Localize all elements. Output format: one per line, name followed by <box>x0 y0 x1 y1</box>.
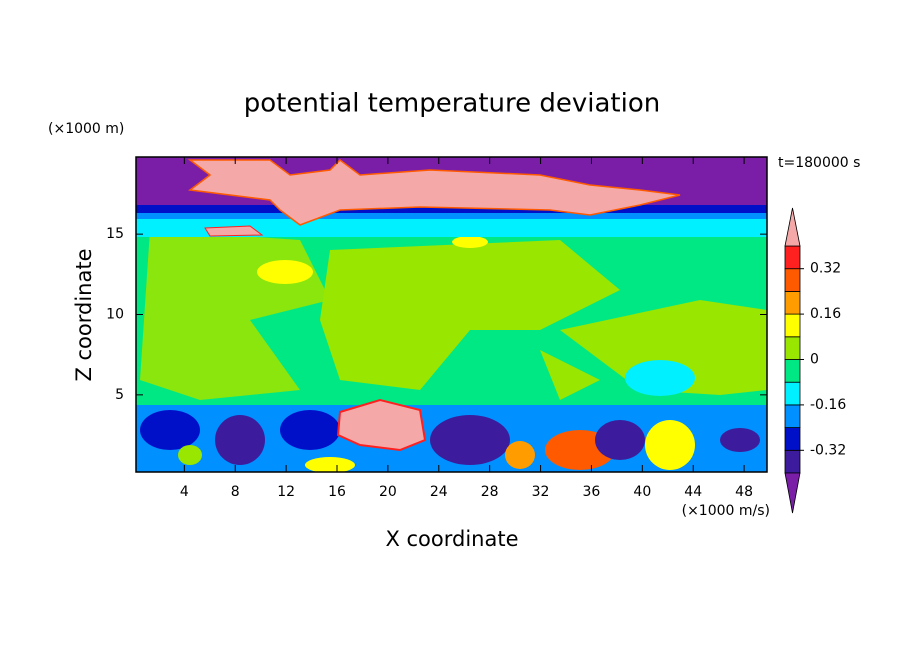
colorbar-box <box>784 381 801 406</box>
colorbar-box <box>784 268 801 292</box>
x-tick-label: 8 <box>231 484 240 500</box>
y-tick-label: 10 <box>106 307 124 323</box>
y-tick-label: 5 <box>115 387 124 403</box>
colorbar-over <box>784 207 801 247</box>
x-tick-label: 24 <box>430 484 448 500</box>
y-tick-label: 15 <box>106 226 124 242</box>
x-tick-label: 48 <box>735 484 753 500</box>
y-unit: (×1000 m) <box>48 121 124 137</box>
colorbar-box <box>784 449 801 474</box>
colorbar-box <box>784 245 801 270</box>
colorbar-tick-label: -0.16 <box>810 397 846 413</box>
annotation: t=180000 s <box>778 155 860 171</box>
x-tick-label: 32 <box>532 484 550 500</box>
colorbar-tick-label: 0 <box>810 352 819 368</box>
colorbar-tick-label: -0.32 <box>810 442 846 458</box>
colorbar-tick-label: 0.16 <box>810 306 841 322</box>
x-tick-label: 20 <box>379 484 397 500</box>
colorbar-box <box>784 313 801 338</box>
colorbar-under <box>784 472 801 514</box>
colorbar-tick-label: 0.32 <box>810 261 841 277</box>
x-tick-label: 40 <box>633 484 651 500</box>
colorbar-box <box>784 359 801 383</box>
colorbar-box <box>784 427 801 451</box>
colorbar-box <box>784 404 801 428</box>
colorbar-box <box>784 336 801 360</box>
x-tick-label: 4 <box>180 484 189 500</box>
x-tick-label: 12 <box>277 484 295 500</box>
y-axis-label: Z coordinate <box>72 248 96 381</box>
x-tick-label: 28 <box>481 484 499 500</box>
x-axis-label: X coordinate <box>385 527 518 551</box>
chart-title: potential temperature deviation <box>244 89 660 119</box>
x-tick-label: 16 <box>328 484 346 500</box>
x-tick-label: 44 <box>684 484 702 500</box>
colorbar-box <box>784 290 801 315</box>
contour-field <box>136 157 767 472</box>
x-tick-label: 36 <box>583 484 601 500</box>
x-unit: (×1000 m/s) <box>682 503 770 519</box>
